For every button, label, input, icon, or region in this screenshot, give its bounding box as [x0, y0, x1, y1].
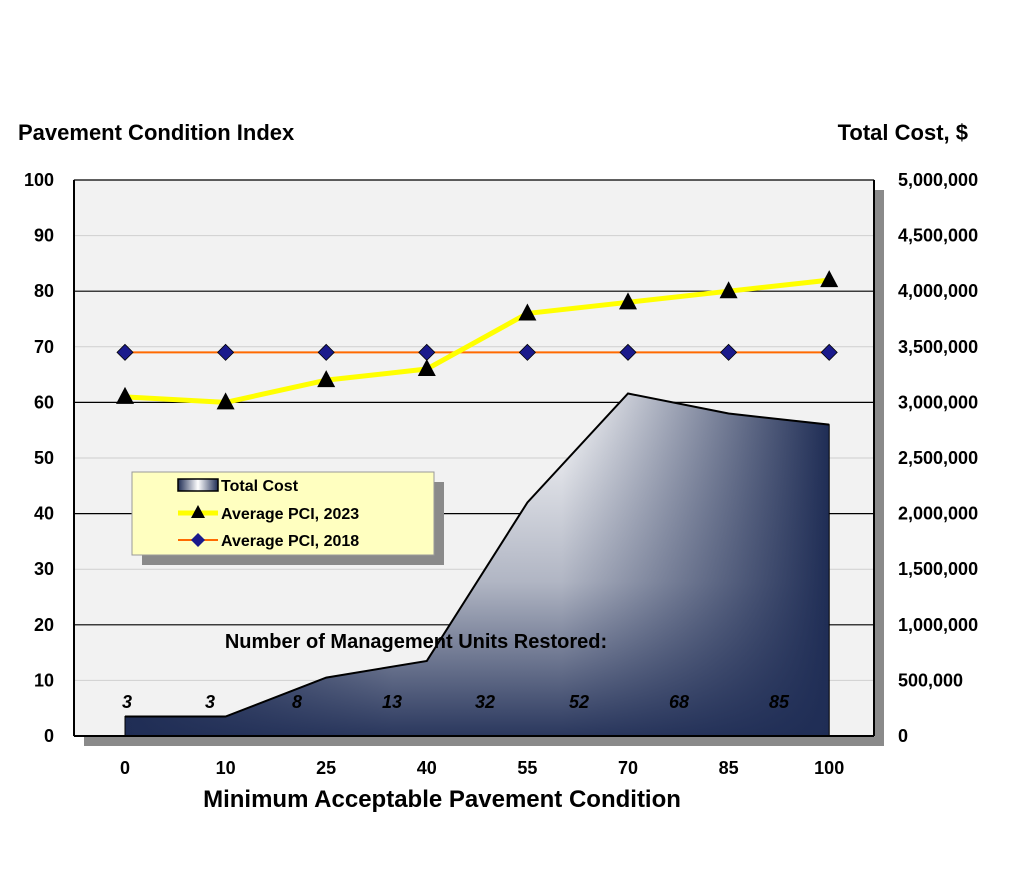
units-restored-labels: 3 3 8 13 32 52 68 85	[122, 692, 790, 712]
x-tick-label: 40	[417, 758, 437, 778]
legend-swatch-total-cost	[177, 478, 219, 492]
total-cost-area	[124, 392, 830, 737]
x-tick-label: 25	[316, 758, 336, 778]
pci-2023-marker	[820, 270, 839, 288]
pci-2018-marker	[217, 343, 235, 361]
left-tick-label: 100	[24, 170, 54, 190]
right-tick-label: 4,000,000	[898, 281, 978, 301]
units-restored-label: 32	[475, 692, 495, 712]
units-restored-label: 13	[382, 692, 402, 712]
left-tick-label: 20	[34, 615, 54, 635]
legend-label-pci-2018: Average PCI, 2018	[221, 533, 359, 550]
left-tick-label: 10	[34, 670, 54, 690]
left-tick-label: 50	[34, 448, 54, 468]
legend-marker-pci-2023	[191, 505, 205, 518]
tick-labels: 01020304050607080901000500,0001,000,0001…	[24, 170, 978, 778]
axes	[73, 180, 875, 737]
pci-2023-marker	[116, 386, 134, 404]
pci-2023-marker	[518, 303, 537, 321]
left-tick-label: 40	[34, 504, 54, 524]
x-tick-label: 70	[618, 758, 638, 778]
units-restored-title: Number of Management Units Restored:	[225, 631, 607, 653]
right-tick-label: 5,000,000	[898, 170, 978, 190]
units-restored-label: 68	[669, 692, 689, 712]
units-restored-label: 85	[769, 692, 790, 712]
right-tick-label: 2,500,000	[898, 448, 978, 468]
right-tick-label: 0	[898, 726, 908, 746]
units-restored-label: 8	[292, 692, 302, 712]
pci-2023-marker	[317, 370, 336, 388]
pci-2018-marker	[116, 343, 134, 361]
legend-label-pci-2023: Average PCI, 2023	[221, 506, 359, 523]
right-tick-label: 500,000	[898, 670, 963, 690]
total-cost-shade	[125, 393, 830, 736]
left-tick-label: 90	[34, 226, 54, 246]
pci-lines	[116, 270, 839, 410]
left-axis-title: Pavement Condition Index	[18, 120, 295, 145]
x-tick-label: 100	[814, 758, 844, 778]
right-tick-label: 2,000,000	[898, 504, 978, 524]
pci-2018-marker	[820, 343, 838, 361]
right-tick-label: 1,000,000	[898, 615, 978, 635]
x-tick-label: 0	[120, 758, 130, 778]
x-tick-label: 85	[719, 758, 739, 778]
pci-2018-marker	[720, 343, 738, 361]
total-cost-outline	[124, 392, 830, 737]
right-tick-label: 3,000,000	[898, 392, 978, 412]
units-restored-label: 3	[122, 692, 132, 712]
legend: Total Cost Average PCI, 2023 Average PCI…	[131, 471, 444, 565]
right-tick-label: 3,500,000	[898, 337, 978, 357]
pci-2023-line	[124, 277, 830, 405]
pci-2023-marker	[417, 359, 436, 377]
pci-2023-marker	[719, 281, 738, 299]
left-tick-label: 0	[44, 726, 54, 746]
x-axis-title: Minimum Acceptable Pavement Condition	[203, 786, 681, 813]
pci-2018-marker	[317, 343, 335, 361]
units-restored-label: 3	[205, 692, 215, 712]
right-tick-label: 4,500,000	[898, 226, 978, 246]
pci-2023-marker	[216, 392, 235, 410]
right-tick-label: 1,500,000	[898, 559, 978, 579]
left-tick-label: 70	[34, 337, 54, 357]
left-tick-label: 60	[34, 392, 54, 412]
legend-label-total-cost: Total Cost	[221, 478, 299, 495]
pci-2023-marker	[619, 292, 637, 310]
left-tick-label: 30	[34, 559, 54, 579]
pci-2018-marker	[619, 343, 637, 361]
pci-2018-marker	[518, 343, 536, 361]
x-tick-label: 55	[517, 758, 537, 778]
x-tick-label: 10	[216, 758, 236, 778]
legend-marker-pci-2018	[191, 533, 205, 547]
units-restored-label: 52	[569, 692, 589, 712]
left-tick-label: 80	[34, 281, 54, 301]
right-axis-title: Total Cost, $	[838, 120, 968, 145]
